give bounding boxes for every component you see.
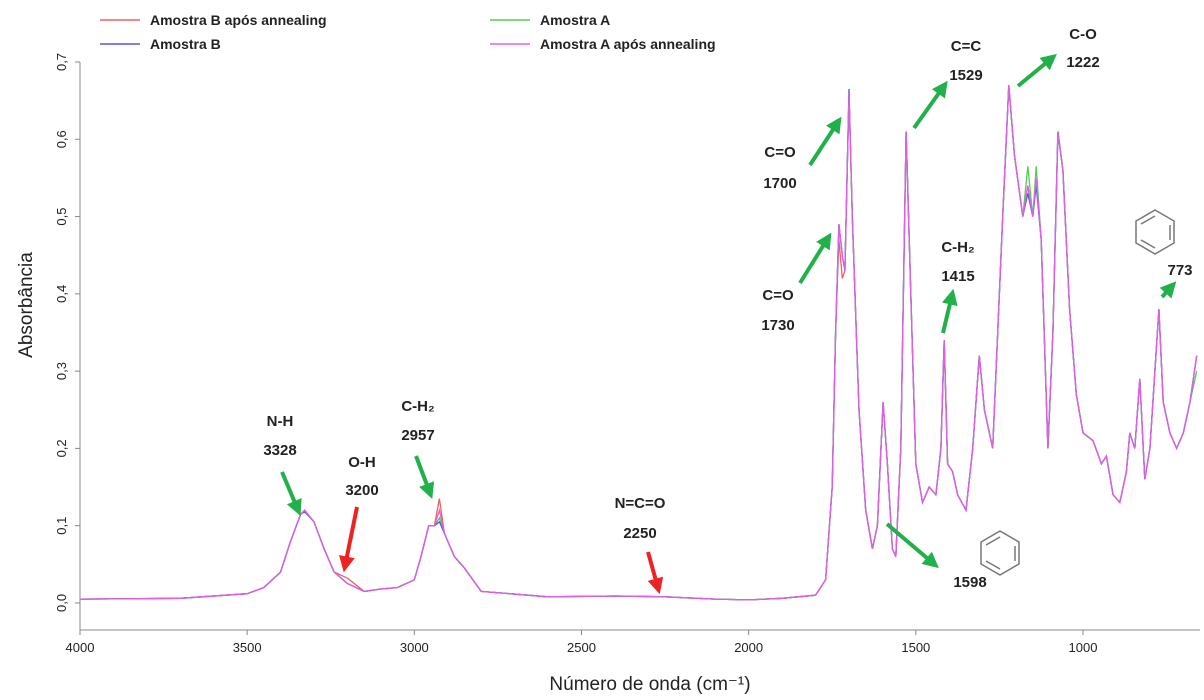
annotation-value: 1222 [1066,54,1099,71]
annotation-value: 1529 [949,67,982,84]
legend-label: Amostra B após annealing [150,12,327,28]
annotation-label: N-H [267,413,294,430]
annotation-label: C=O [762,287,794,304]
annotation-arrow [941,288,958,334]
annotation-value: 3200 [345,482,378,499]
annotation-label: O-H [348,454,376,471]
annotation-arrow [1016,53,1057,88]
annotation-value: 1598 [953,574,986,591]
series-line [79,85,1198,601]
annotation-value: 1700 [763,175,796,192]
annotation-label: C-H₂ [941,239,974,256]
annotation-arrow [646,551,664,595]
annotation-arrow [1159,281,1177,299]
annotation-label: C=O [764,144,796,161]
annotation-value: 3328 [263,442,296,459]
y-tick-label: 0,3 [54,362,69,380]
annotation-value: 773 [1167,262,1192,279]
x-tick-label: 2000 [734,640,763,655]
annotation-value: 2250 [623,525,656,542]
x-tick-label: 2500 [567,640,596,655]
x-tick-label: 1000 [1069,640,1098,655]
annotation-arrow [808,116,842,167]
annotation-label: C=C [951,38,982,55]
x-axis-title: Número de onda (cm⁻¹) [549,674,750,695]
annotation-value: 1415 [941,268,974,285]
annotation-arrow [912,80,948,130]
annotation-arrow [339,506,359,573]
series-line [79,85,1198,601]
x-tick-label: 3000 [400,640,429,655]
annotation-arrow [280,471,302,516]
y-tick-label: 0,4 [54,285,69,303]
legend-label: Amostra A após annealing [540,36,716,52]
annotation-arrow [798,232,832,285]
legend-label: Amostra A [540,12,610,28]
annotation-arrow [885,522,939,569]
annotation-label: C-H₂ [401,398,434,415]
annotation-label: C-O [1069,26,1097,43]
y-tick-label: 0,7 [54,53,69,71]
annotation-value: 2957 [401,427,434,444]
annotation-value: 1730 [761,317,794,334]
x-tick-label: 4000 [66,640,95,655]
legend-label: Amostra B [150,36,221,52]
y-tick-label: 0,0 [54,594,69,612]
series-line [79,85,1198,601]
y-tick-label: 0,5 [54,208,69,226]
y-tick-label: 0,6 [54,130,69,148]
benzene-icon [980,209,1175,576]
series-line [79,85,1198,601]
annotation-arrow [414,455,435,499]
x-tick-label: 3500 [233,640,262,655]
y-tick-label: 0,1 [54,517,69,535]
y-tick-label: 0,2 [54,439,69,457]
annotation-label: N=C=O [615,495,666,512]
y-axis-title: Absorbância [16,252,37,358]
x-tick-label: 1500 [901,640,930,655]
